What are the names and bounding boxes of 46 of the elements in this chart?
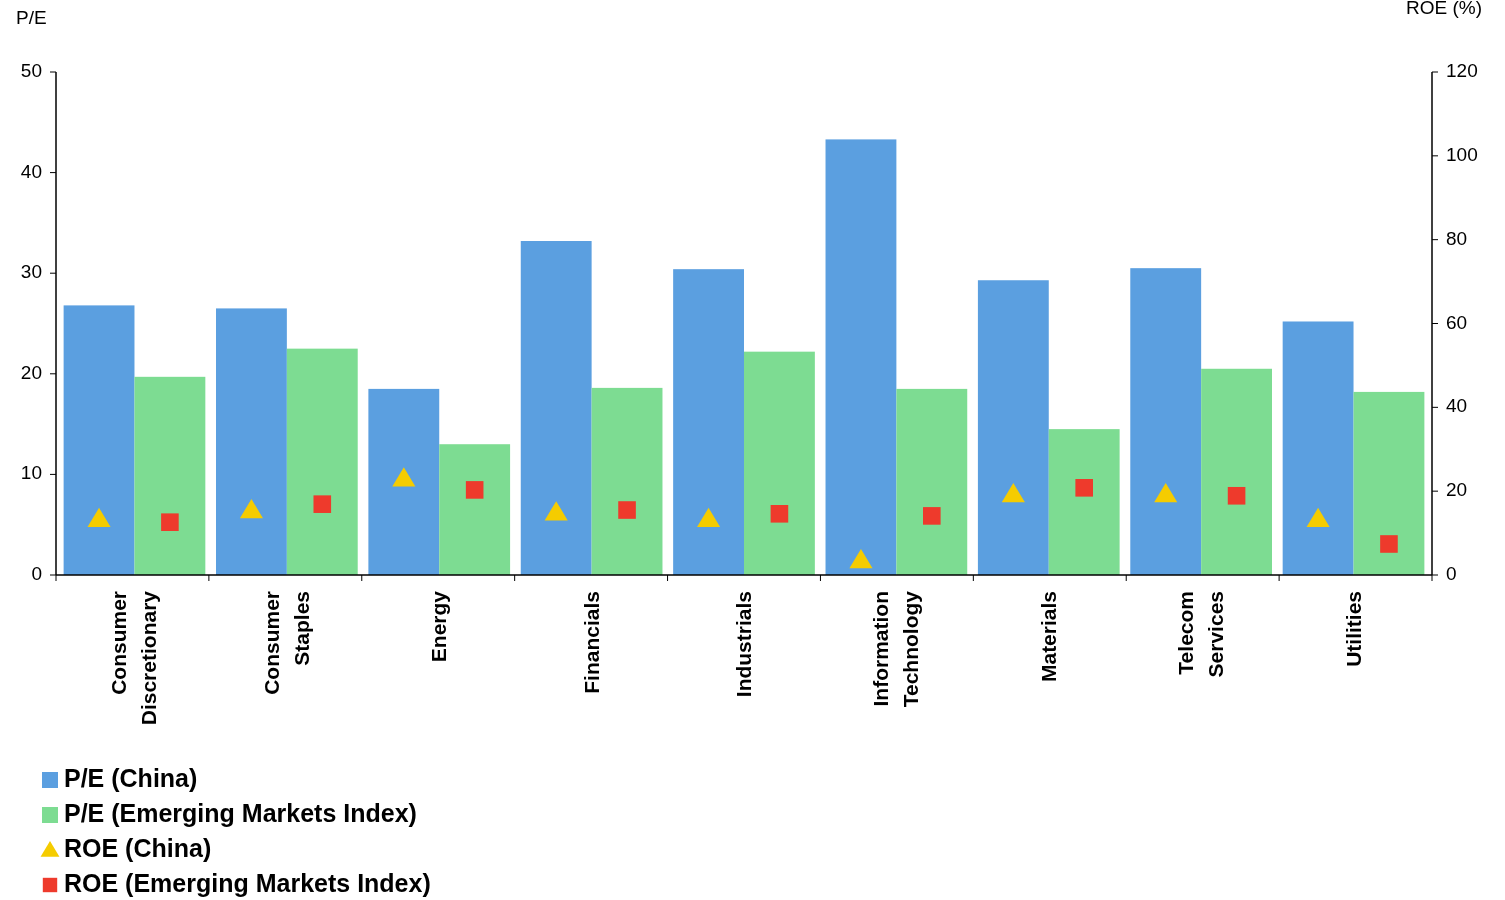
bar	[1201, 368, 1272, 575]
bar	[1282, 321, 1354, 575]
y2-tick-label: 60	[1446, 311, 1468, 333]
bar	[825, 139, 897, 575]
y-tick-label: 50	[20, 60, 42, 82]
bar	[744, 351, 815, 575]
x-tick-label: Utilities	[1341, 591, 1365, 667]
bar	[286, 348, 358, 575]
bar	[977, 280, 1049, 575]
y-tick-label: 30	[20, 261, 42, 283]
bar	[216, 308, 287, 575]
y2-tick-label: 120	[1446, 60, 1478, 82]
y2-tick-label: 20	[1446, 479, 1468, 501]
x-tick-label: Industrials	[732, 591, 755, 698]
bar	[63, 305, 135, 575]
y-tick-label: 10	[20, 462, 42, 484]
bar	[1048, 429, 1120, 575]
legend-label: P/E (China)	[64, 763, 198, 792]
bar	[134, 376, 206, 575]
legend-label: P/E (Emerging Markets Index)	[64, 798, 417, 827]
x-tick-label: Consumer Staples	[259, 591, 313, 695]
x-tick-label: Energy	[427, 590, 451, 663]
y2-axis-title: ROE (%)	[1406, 0, 1482, 18]
legend-label: ROE (Emerging Markets Index)	[64, 868, 431, 897]
y2-tick-label: 40	[1446, 395, 1468, 417]
x-tick-label: Telecom Services	[1174, 591, 1228, 678]
bar	[591, 387, 663, 575]
bar	[673, 269, 744, 575]
x-tick-label: Materials	[1036, 591, 1060, 683]
y-tick-label: 40	[20, 160, 42, 182]
y-tick-label: 20	[20, 361, 42, 383]
x-tick-label: Information Technology	[869, 590, 923, 708]
y2-tick-label: 0	[1446, 563, 1457, 585]
bar	[520, 241, 592, 575]
bar	[439, 444, 511, 575]
x-tick-label: Financials	[579, 591, 603, 694]
bar	[1130, 268, 1202, 575]
y2-tick-label: 100	[1446, 143, 1478, 165]
legend-label: ROE (China)	[64, 833, 212, 862]
y-tick-label: 0	[31, 563, 42, 585]
bar	[368, 388, 440, 575]
bar	[1353, 391, 1425, 575]
y2-tick-label: 80	[1446, 227, 1468, 249]
x-tick-label: Consumer Discretionary	[107, 590, 161, 726]
bar	[896, 388, 968, 575]
y-axis-title: P/E	[16, 7, 47, 28]
